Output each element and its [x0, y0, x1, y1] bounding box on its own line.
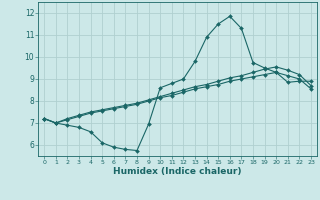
X-axis label: Humidex (Indice chaleur): Humidex (Indice chaleur) [113, 167, 242, 176]
